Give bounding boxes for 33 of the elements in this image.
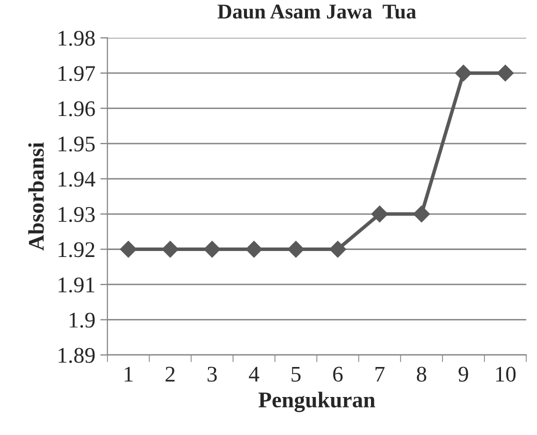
- x-tick-label: 9: [458, 366, 468, 382]
- x-tick-label: 5: [292, 366, 301, 382]
- point: [496, 64, 514, 82]
- x-tick-label: 4: [248, 366, 260, 382]
- y-axis-title: Absorbansi: [28, 142, 44, 251]
- x-tick-label: 1: [124, 366, 133, 382]
- x-tick-label: 8: [416, 366, 426, 382]
- y-tick-label: 1.98: [58, 30, 95, 46]
- y-tick-label: 1.93: [58, 207, 95, 222]
- point: [455, 64, 472, 82]
- point: [246, 240, 262, 258]
- point: [204, 240, 220, 258]
- y-tick-label: 1.92: [58, 242, 94, 258]
- x-tick-label: 7: [376, 366, 385, 382]
- x-tick-label: 6: [333, 366, 343, 382]
- x-axis-title: Pengukuran: [258, 392, 376, 412]
- x-tick-label: 2: [166, 366, 175, 382]
- point: [162, 240, 179, 258]
- y-tick-label: 1.91: [58, 277, 94, 293]
- point: [413, 206, 430, 222]
- point: [120, 240, 137, 258]
- y-tick-label: 1.95: [58, 136, 95, 152]
- point: [329, 240, 346, 258]
- x-tick-label: 3: [208, 366, 217, 382]
- chart-title: Daun Asam Jawa Tua: [218, 4, 416, 19]
- point: [288, 240, 304, 258]
- y-tick-label: 1.94: [58, 172, 96, 187]
- x-tick-label: 10: [496, 366, 516, 382]
- y-tick-label: 1.96: [58, 101, 95, 116]
- y-tick-label: 1.9: [70, 312, 95, 328]
- y-tick-label: 1.89: [58, 348, 95, 363]
- point: [371, 206, 388, 222]
- y-tick-label: 1.97: [58, 66, 95, 82]
